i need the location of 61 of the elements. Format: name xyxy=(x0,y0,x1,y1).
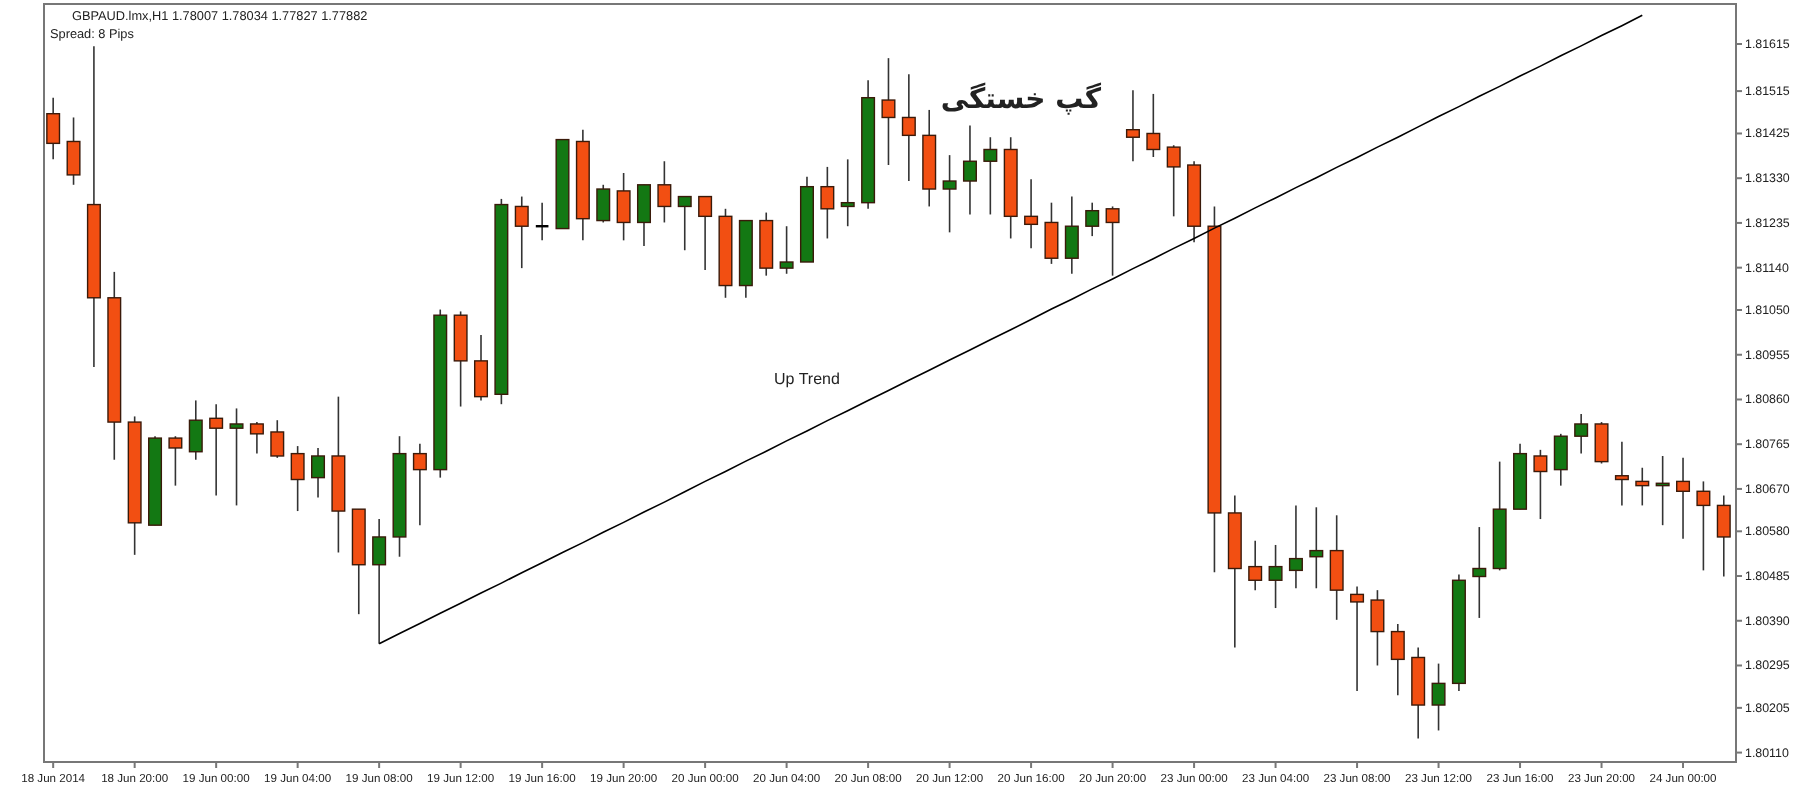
candlestick xyxy=(596,183,611,224)
candlestick xyxy=(616,172,631,242)
candlestick xyxy=(188,399,203,461)
candlestick xyxy=(412,442,427,526)
candlestick xyxy=(1716,494,1731,578)
annotation: گپ خستگی xyxy=(940,81,1103,116)
candlestick xyxy=(636,183,652,247)
candlestick xyxy=(1431,662,1446,732)
candlestick xyxy=(229,407,244,507)
candlestick xyxy=(209,403,224,497)
candlestick xyxy=(1390,623,1405,696)
candlestick xyxy=(1472,526,1487,619)
candlestick xyxy=(66,116,81,186)
candlestick xyxy=(779,225,794,275)
candlestick xyxy=(1696,480,1711,572)
candlestick xyxy=(983,136,998,216)
candlestick xyxy=(249,421,264,455)
candlestick xyxy=(473,334,489,402)
candlestick xyxy=(1166,144,1181,218)
candlestick xyxy=(311,447,326,499)
candlestick xyxy=(1146,93,1161,158)
candlestick xyxy=(1125,89,1140,163)
candlestick xyxy=(1411,646,1426,740)
candlestick xyxy=(46,96,61,161)
candlestick xyxy=(1574,413,1589,455)
candlestick xyxy=(290,445,305,512)
candlestick xyxy=(1370,589,1385,667)
candlestick xyxy=(1676,457,1691,540)
candlestick xyxy=(453,310,468,408)
candlestick xyxy=(514,195,529,269)
candlestick xyxy=(1553,433,1568,487)
candlestick xyxy=(1024,178,1039,250)
candlestick xyxy=(1105,205,1120,277)
candlestick xyxy=(1594,421,1609,465)
candlestick xyxy=(168,435,183,487)
candlestick xyxy=(657,160,672,224)
candlestick xyxy=(698,195,713,271)
candlestick xyxy=(1268,544,1283,609)
candlestick xyxy=(840,158,855,228)
candlestick xyxy=(881,57,896,166)
candlestick xyxy=(1350,585,1365,692)
candlestick xyxy=(1614,441,1629,507)
candlestick xyxy=(1635,466,1650,507)
candlestick xyxy=(1085,201,1100,237)
candlestick xyxy=(1533,449,1548,520)
candlestick xyxy=(759,211,774,277)
candlestick xyxy=(942,154,957,234)
candlestick xyxy=(1044,201,1059,265)
candlestick xyxy=(820,166,835,240)
candlestick xyxy=(1288,504,1303,590)
candlestick xyxy=(1309,506,1324,590)
candlestick xyxy=(677,195,692,252)
candlestick xyxy=(901,73,916,182)
candlestick xyxy=(372,518,387,645)
candlestick xyxy=(1248,539,1263,591)
annotation: Up Trend xyxy=(774,370,840,389)
candlestick xyxy=(962,124,977,216)
line-series xyxy=(378,14,1644,645)
candlestick xyxy=(1329,514,1344,621)
candlestick xyxy=(1064,195,1079,275)
candlestick xyxy=(270,419,285,459)
